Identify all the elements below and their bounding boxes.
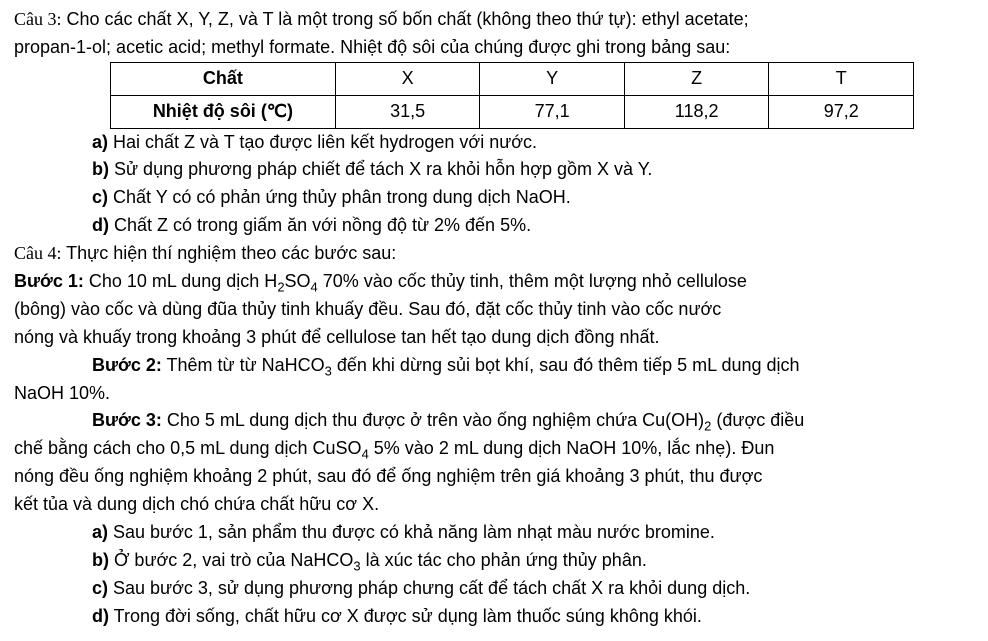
q4-step3-line2: chế bằng cách cho 0,5 mL dung dịch CuSO4… — [14, 435, 974, 463]
option-text: Hai chất Z và T tạo được liên kết hydrog… — [108, 132, 537, 152]
q3-label: Câu 3: — [14, 9, 62, 29]
subscript: 4 — [311, 280, 318, 295]
subscript: 3 — [353, 559, 360, 574]
option-text: Sử dụng phương pháp chiết để tách X ra k… — [109, 159, 652, 179]
q4-intro: Câu 4: Thực hiện thí nghiệm theo các bướ… — [14, 240, 974, 268]
option-label: d) — [92, 606, 109, 626]
q4-step3-line1: Bước 3: Cho 5 mL dung dịch thu được ở tr… — [14, 407, 974, 435]
option-label: d) — [92, 215, 109, 235]
table-cell: Z — [624, 62, 769, 95]
q4-step1-line1: Bước 1: Cho 10 mL dung dịch H2SO4 70% và… — [14, 268, 974, 296]
q3-table: Chất X Y Z T Nhiệt độ sôi (℃) 31,5 77,1 … — [110, 62, 914, 129]
q3-intro-line2: propan-1-ol; acetic acid; methyl formate… — [14, 34, 974, 62]
step3-line2a: chế bằng cách cho 0,5 mL dung dịch CuSO — [14, 438, 362, 458]
table-cell: X — [335, 62, 480, 95]
q4-options: a) Sau bước 1, sản phẩm thu được có khả … — [14, 519, 974, 631]
table-cell: 31,5 — [335, 95, 480, 128]
step3-label: Bước 3: — [92, 410, 162, 430]
q4-step2-line1: Bước 2: Thêm từ từ NaHCO3 đến khi dừng s… — [14, 352, 974, 380]
q4-option-b: b) Ở bước 2, vai trò của NaHCO3 là xúc t… — [92, 547, 974, 575]
subscript: 4 — [362, 447, 369, 462]
document-page: Câu 3: Cho các chất X, Y, Z, và T là một… — [0, 0, 988, 641]
question-4: Câu 4: Thực hiện thí nghiệm theo các bướ… — [14, 240, 974, 630]
step2-text-a: Thêm từ từ NaHCO — [162, 355, 325, 375]
step1-text-c: 70% vào cốc thủy tinh, thêm một lượng nh… — [318, 271, 747, 291]
q4-option-d: d) Trong đời sống, chất hữu cơ X được sử… — [92, 603, 974, 631]
option-label: b) — [92, 550, 109, 570]
table-row: Chất X Y Z T — [111, 62, 914, 95]
table-cell: 97,2 — [769, 95, 914, 128]
option-text: Trong đời sống, chất hữu cơ X được sử dụ… — [109, 606, 702, 626]
q4-step1-line2: (bông) vào cốc và dùng đũa thủy tinh khu… — [14, 296, 974, 324]
subscript: 2 — [277, 280, 284, 295]
option-text-b: là xúc tác cho phản ứng thủy phân. — [361, 550, 647, 570]
option-text: Sau bước 3, sử dụng phương pháp chưng cấ… — [108, 578, 750, 598]
step1-text-a: Cho 10 mL dung dịch H — [84, 271, 277, 291]
table-row: Nhiệt độ sôi (℃) 31,5 77,1 118,2 97,2 — [111, 95, 914, 128]
q3-options: a) Hai chất Z và T tạo được liên kết hyd… — [14, 129, 974, 241]
step2-label: Bước 2: — [92, 355, 162, 375]
option-text-a: Ở bước 2, vai trò của NaHCO — [109, 550, 353, 570]
option-label: c) — [92, 187, 108, 207]
table-cell: Y — [480, 62, 625, 95]
option-text: Sau bước 1, sản phẩm thu được có khả năn… — [108, 522, 715, 542]
step3-text-a: Cho 5 mL dung dịch thu được ở trên vào ố… — [162, 410, 704, 430]
q3-intro-line1: Câu 3: Cho các chất X, Y, Z, và T là một… — [14, 6, 974, 34]
table-head-cell: Nhiệt độ sôi (℃) — [111, 95, 336, 128]
option-text: Chất Y có có phản ứng thủy phân trong du… — [108, 187, 571, 207]
q4-option-c: c) Sau bước 3, sử dụng phương pháp chưng… — [92, 575, 974, 603]
q3-option-a: a) Hai chất Z và T tạo được liên kết hyd… — [92, 129, 974, 157]
table-cell: 77,1 — [480, 95, 625, 128]
step2-text-b: đến khi dừng sủi bọt khí, sau đó thêm ti… — [332, 355, 800, 375]
q4-option-a: a) Sau bước 1, sản phẩm thu được có khả … — [92, 519, 974, 547]
q4-step3-line3: nóng đều ống nghiệm khoảng 2 phút, sau đ… — [14, 463, 974, 491]
option-label: b) — [92, 159, 109, 179]
table-cell: 118,2 — [624, 95, 769, 128]
q4-label: Câu 4: — [14, 243, 62, 263]
question-3: Câu 3: Cho các chất X, Y, Z, và T là một… — [14, 6, 974, 240]
option-label: c) — [92, 578, 108, 598]
q4-step1-line3: nóng và khuấy trong khoảng 3 phút để cel… — [14, 324, 974, 352]
q4-step3-line4: kết tủa và dung dịch chó chứa chất hữu c… — [14, 491, 974, 519]
q3-option-d: d) Chất Z có trong giấm ăn với nồng độ t… — [92, 212, 974, 240]
subscript: 3 — [325, 363, 332, 378]
step3-text-b: (được điều — [711, 410, 804, 430]
step1-text-b: SO — [285, 271, 311, 291]
step1-label: Bước 1: — [14, 271, 84, 291]
q3-option-b: b) Sử dụng phương pháp chiết để tách X r… — [92, 156, 974, 184]
q4-intro-text: Thực hiện thí nghiệm theo các bước sau: — [62, 243, 397, 263]
q3-intro-part1: Cho các chất X, Y, Z, và T là một trong … — [62, 9, 749, 29]
table-cell: T — [769, 62, 914, 95]
q3-option-c: c) Chất Y có có phản ứng thủy phân trong… — [92, 184, 974, 212]
option-label: a) — [92, 132, 108, 152]
option-text: Chất Z có trong giấm ăn với nồng độ từ 2… — [109, 215, 531, 235]
option-label: a) — [92, 522, 108, 542]
table-head-cell: Chất — [111, 62, 336, 95]
q4-step2-line2: NaOH 10%. — [14, 380, 974, 408]
step3-line2b: 5% vào 2 mL dung dịch NaOH 10%, lắc nhẹ)… — [369, 438, 775, 458]
q3-table-wrap: Chất X Y Z T Nhiệt độ sôi (℃) 31,5 77,1 … — [14, 62, 974, 129]
